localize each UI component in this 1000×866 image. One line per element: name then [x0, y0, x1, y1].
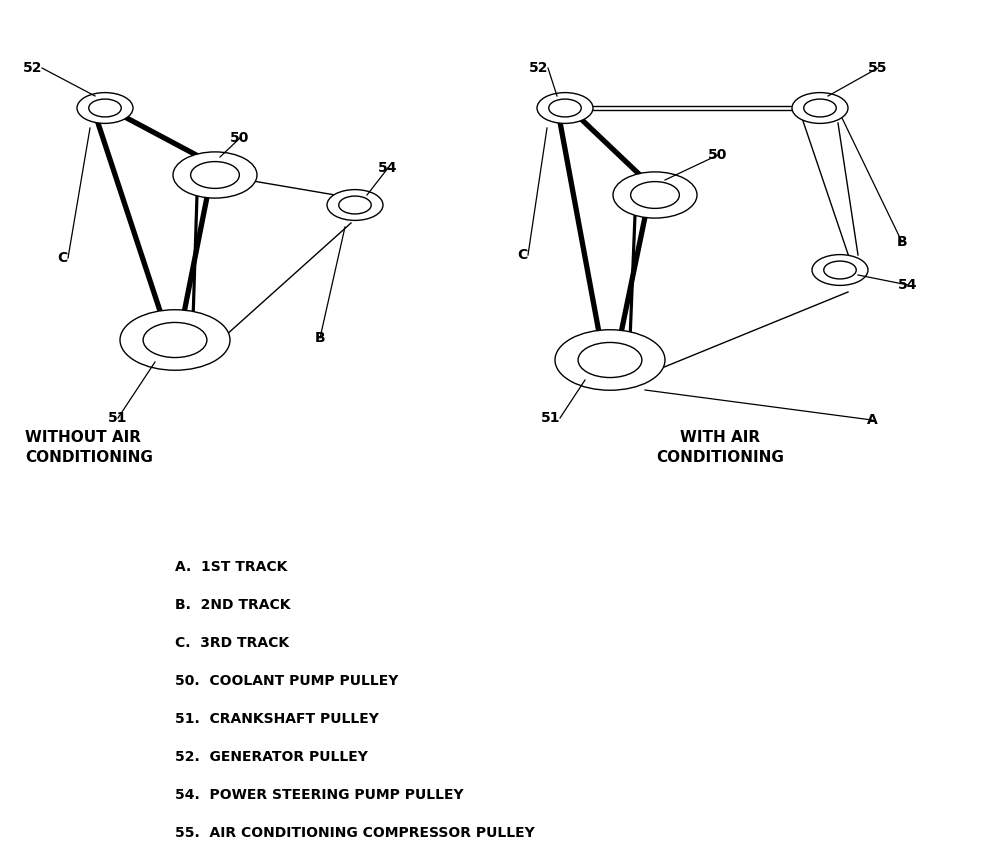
- Text: C: C: [58, 251, 68, 265]
- Text: C.  3RD TRACK: C. 3RD TRACK: [175, 636, 289, 650]
- Text: WITH AIR
CONDITIONING: WITH AIR CONDITIONING: [656, 430, 784, 465]
- Text: 50: 50: [230, 131, 250, 145]
- Text: 52: 52: [22, 61, 42, 75]
- Ellipse shape: [537, 93, 593, 123]
- Ellipse shape: [549, 99, 581, 117]
- Ellipse shape: [143, 322, 207, 358]
- Text: A.  1ST TRACK: A. 1ST TRACK: [175, 560, 287, 574]
- Text: 52.  GENERATOR PULLEY: 52. GENERATOR PULLEY: [175, 750, 368, 764]
- Text: 52: 52: [528, 61, 548, 75]
- Ellipse shape: [824, 261, 856, 279]
- Ellipse shape: [804, 99, 836, 117]
- Text: B: B: [897, 235, 907, 249]
- Ellipse shape: [120, 310, 230, 371]
- Text: 55.  AIR CONDITIONING COMPRESSOR PULLEY: 55. AIR CONDITIONING COMPRESSOR PULLEY: [175, 826, 535, 840]
- Text: A: A: [867, 413, 877, 427]
- Ellipse shape: [173, 152, 257, 198]
- Text: 50: 50: [708, 148, 728, 162]
- Text: 54.  POWER STEERING PUMP PULLEY: 54. POWER STEERING PUMP PULLEY: [175, 788, 464, 802]
- Ellipse shape: [191, 162, 239, 189]
- Ellipse shape: [555, 330, 665, 391]
- Text: 51: 51: [540, 411, 560, 425]
- Ellipse shape: [339, 196, 371, 214]
- Text: WITHOUT AIR
CONDITIONING: WITHOUT AIR CONDITIONING: [25, 430, 153, 465]
- Text: C: C: [518, 248, 528, 262]
- Ellipse shape: [578, 342, 642, 378]
- Ellipse shape: [792, 93, 848, 123]
- Text: 54: 54: [898, 278, 918, 292]
- Ellipse shape: [89, 99, 121, 117]
- Text: 55: 55: [868, 61, 888, 75]
- Ellipse shape: [613, 171, 697, 218]
- Text: B.  2ND TRACK: B. 2ND TRACK: [175, 598, 290, 612]
- Text: 51.  CRANKSHAFT PULLEY: 51. CRANKSHAFT PULLEY: [175, 712, 379, 726]
- Text: 51: 51: [108, 411, 128, 425]
- Text: 54: 54: [378, 161, 398, 175]
- Ellipse shape: [77, 93, 133, 123]
- Ellipse shape: [812, 255, 868, 286]
- Text: 50.  COOLANT PUMP PULLEY: 50. COOLANT PUMP PULLEY: [175, 674, 398, 688]
- Ellipse shape: [327, 190, 383, 221]
- Ellipse shape: [631, 182, 679, 209]
- Text: B: B: [315, 331, 325, 345]
